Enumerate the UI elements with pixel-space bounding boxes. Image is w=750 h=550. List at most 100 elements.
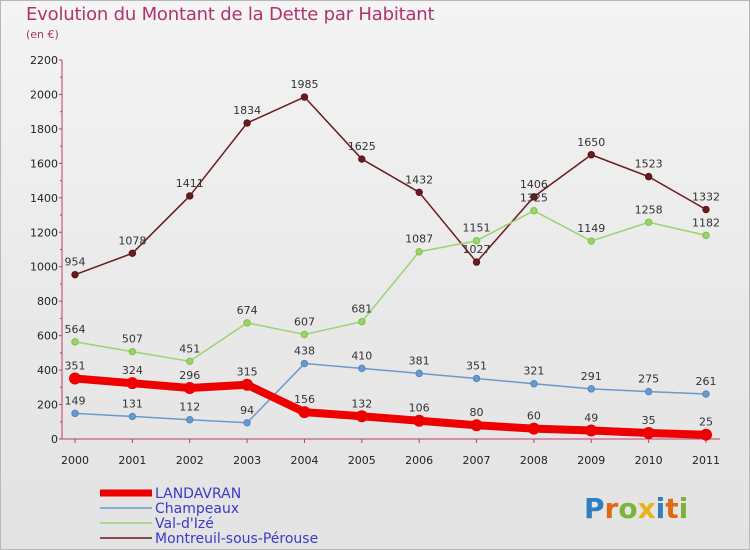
data-point [300, 330, 309, 339]
logo-letter: x [638, 492, 656, 525]
data-label: 1027 [463, 243, 491, 256]
data-point [71, 338, 79, 346]
data-point [415, 248, 423, 256]
data-label: 507 [122, 333, 143, 346]
data-point [243, 119, 251, 127]
data-label: 564 [65, 323, 86, 336]
data-point [358, 364, 366, 373]
data-point [300, 359, 309, 368]
data-label: 35 [642, 414, 656, 427]
data-point [527, 422, 540, 435]
data-point [415, 369, 423, 378]
data-label: 131 [122, 397, 143, 410]
data-label: 1650 [577, 136, 605, 149]
data-point [644, 387, 653, 396]
data-label: 1151 [463, 222, 491, 235]
data-label: 291 [581, 370, 602, 383]
data-label: 315 [237, 366, 258, 379]
data-label: 94 [240, 404, 254, 417]
data-point [587, 151, 595, 159]
axes: 0 200 400 600 800 1000 1200 1400 1600 1800 2000 220… [30, 54, 720, 467]
y-tick-label: 2000 [30, 88, 58, 101]
data-point [128, 249, 137, 257]
series-layer [69, 93, 712, 441]
data-point [700, 428, 712, 441]
data-label: 1325 [520, 192, 548, 205]
y-tick-label: 1200 [30, 226, 58, 239]
data-point [358, 155, 366, 163]
data-label: 1078 [118, 234, 146, 247]
data-point [644, 218, 653, 226]
x-tick-label: 2008 [520, 454, 548, 467]
data-label: 438 [294, 345, 315, 358]
data-label: 351 [65, 360, 86, 373]
data-point [472, 374, 481, 383]
data-point [128, 412, 137, 421]
y-tick-label: 2200 [30, 54, 58, 67]
y-tick-label: 1800 [30, 123, 58, 136]
data-label: 49 [584, 412, 598, 425]
data-point [585, 424, 598, 437]
data-label: 607 [294, 315, 315, 328]
data-point [183, 382, 196, 395]
data-label: 80 [470, 406, 484, 419]
data-point [186, 357, 194, 366]
data-label: 112 [179, 401, 200, 414]
data-point [642, 426, 655, 439]
x-tick-label: 2005 [348, 454, 376, 467]
series-line [74, 362, 707, 424]
data-point [587, 385, 595, 393]
series-line [74, 96, 707, 276]
logo-letter: P [584, 492, 605, 525]
data-point [702, 205, 710, 214]
data-label: 451 [179, 342, 200, 355]
data-point [186, 192, 194, 200]
data-point [587, 237, 595, 245]
logo-letter: t [665, 492, 678, 525]
data-label: 1523 [635, 158, 663, 171]
y-tick-label: 600 [37, 330, 58, 343]
data-point [126, 377, 139, 390]
y-tick-label: 400 [37, 364, 58, 377]
logo-letter: i [679, 492, 689, 525]
logo-letter: i [656, 492, 666, 525]
data-label: 681 [351, 303, 372, 316]
x-tick-label: 2006 [405, 454, 433, 467]
data-label: 275 [638, 373, 659, 386]
series-line [74, 209, 707, 363]
data-label: 1432 [405, 173, 433, 186]
data-label: 954 [65, 256, 86, 269]
data-point [413, 414, 426, 427]
data-label: 381 [409, 354, 430, 367]
data-label: 351 [466, 360, 487, 373]
x-tick-label: 2000 [61, 454, 89, 467]
y-tick-label: 1600 [30, 157, 58, 170]
data-point [702, 231, 710, 240]
data-point [186, 416, 194, 424]
legend: LANDAVRANChampeauxVal-d'IzéMontreuil-sou… [100, 486, 318, 547]
data-label: 1406 [520, 178, 548, 191]
data-point [472, 258, 481, 266]
proxiti-logo: Proxiti [584, 492, 688, 525]
data-label: 296 [179, 369, 200, 382]
data-point [472, 237, 481, 245]
data-label: 261 [696, 375, 717, 388]
series-line [71, 374, 710, 439]
data-label: 60 [527, 410, 541, 423]
chart-title: Evolution du Montant de la Dette par Hab… [26, 4, 435, 25]
x-tick-label: 2004 [290, 454, 318, 467]
data-labels: 954 1078 1411 1834 1985 1625 1432 1027 1406 1650 1… [65, 78, 721, 429]
x-tick-label: 2003 [233, 454, 261, 467]
data-label: 132 [351, 397, 372, 410]
data-label: 1411 [176, 177, 204, 190]
x-tick-label: 2007 [463, 454, 491, 467]
logo-letter: r [605, 492, 619, 525]
data-point [530, 380, 538, 388]
data-label: 106 [409, 402, 430, 415]
x-tick-label: 2001 [118, 454, 146, 467]
logo-letter: o [618, 492, 637, 525]
data-point [71, 270, 79, 279]
data-point [300, 93, 309, 101]
